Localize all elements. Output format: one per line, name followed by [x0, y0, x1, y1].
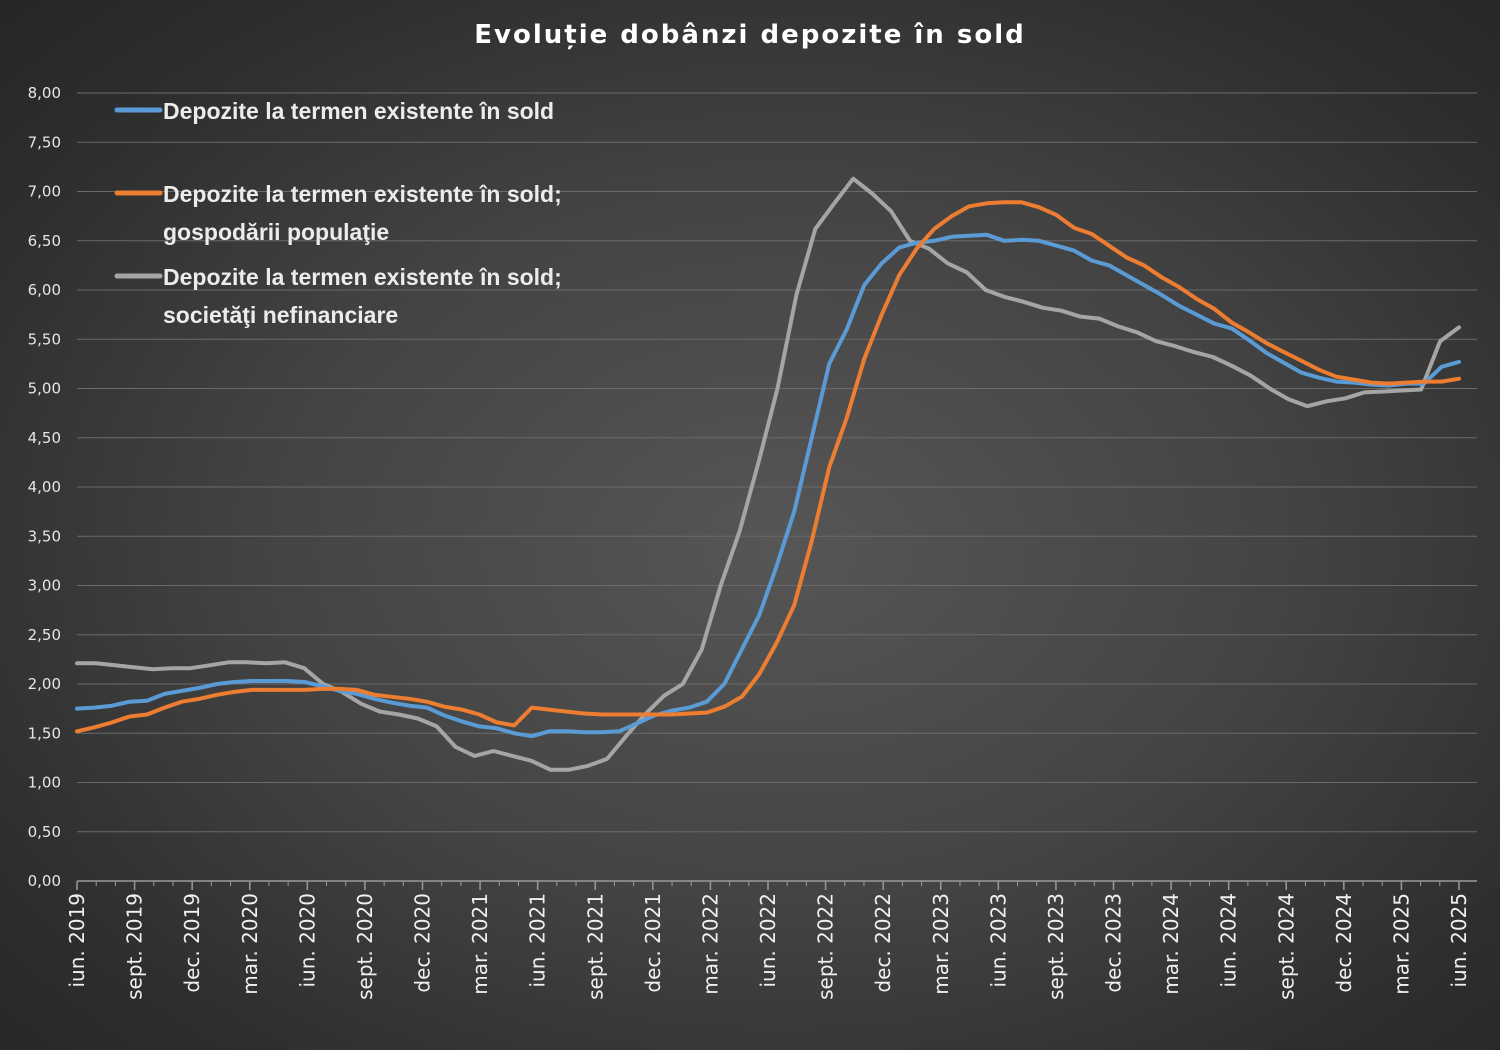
legend-label: Depozite la termen existente în sold; gos…	[163, 181, 562, 245]
y-tick-label: 6,00	[28, 281, 61, 299]
y-tick-label: 4,50	[28, 429, 61, 447]
y-tick-label: 8,00	[28, 84, 61, 102]
x-tick-label: iun. 2023	[986, 893, 1010, 988]
x-tick-label: dec. 2024	[1332, 893, 1356, 993]
y-tick-label: 0,00	[28, 872, 61, 890]
x-tick-label: iun. 2021	[526, 893, 550, 988]
y-tick-label: 4,00	[28, 478, 61, 496]
series-line-2	[75, 200, 1461, 734]
y-tick-label: 1,00	[28, 774, 61, 792]
x-tick-label: dec. 2023	[1102, 893, 1126, 993]
x-tick-label: mar. 2020	[238, 893, 262, 995]
x-tick-label: dec. 2019	[180, 893, 204, 993]
legend-label: Depozite la termen existente în sold; soc…	[163, 264, 562, 328]
x-tick-label: mar. 2021	[468, 893, 492, 995]
y-tick-label: 2,50	[28, 626, 61, 644]
x-tick-label: iun. 2020	[295, 893, 319, 988]
legend-label: Depozite la termen existente în sold	[163, 98, 554, 124]
x-tick-label: mar. 2025	[1389, 893, 1413, 995]
y-tick-label: 7,00	[28, 183, 61, 201]
x-tick-label: mar. 2024	[1159, 893, 1183, 995]
y-tick-label: 3,00	[28, 577, 61, 595]
x-tick-label: dec. 2022	[871, 893, 895, 993]
y-tick-label: 2,00	[28, 675, 61, 693]
series-line-3	[75, 176, 1461, 772]
x-tick-label: sept. 2024	[1274, 893, 1298, 1000]
x-tick-label: sept. 2019	[123, 893, 147, 1000]
x-tick-label: sept. 2021	[583, 893, 607, 1000]
x-tick-label: iun. 2024	[1217, 893, 1241, 988]
x-tick-label: sept. 2020	[353, 893, 377, 1000]
chart-title: Evoluție dobânzi depozite în sold	[474, 20, 1026, 50]
y-tick-label: 1,50	[28, 724, 61, 742]
y-tick-label: 6,50	[28, 232, 61, 250]
series-line-1	[75, 232, 1461, 739]
y-tick-label: 5,50	[28, 330, 61, 348]
x-tick-label: iun. 2025	[1447, 893, 1471, 988]
x-tick-label: sept. 2023	[1044, 893, 1068, 1000]
x-tick-label: mar. 2022	[698, 893, 722, 995]
y-tick-label: 7,50	[28, 133, 61, 151]
x-tick-label: mar. 2023	[929, 893, 953, 995]
x-tick-label: dec. 2020	[411, 893, 435, 993]
y-tick-label: 5,00	[28, 380, 61, 398]
y-tick-label: 3,50	[28, 527, 61, 545]
x-tick-label: sept. 2022	[814, 893, 838, 1000]
x-tick-label: iun. 2019	[65, 893, 89, 988]
y-tick-label: 0,50	[28, 823, 61, 841]
x-tick-label: dec. 2021	[641, 893, 665, 993]
x-tick-label: iun. 2022	[756, 893, 780, 988]
